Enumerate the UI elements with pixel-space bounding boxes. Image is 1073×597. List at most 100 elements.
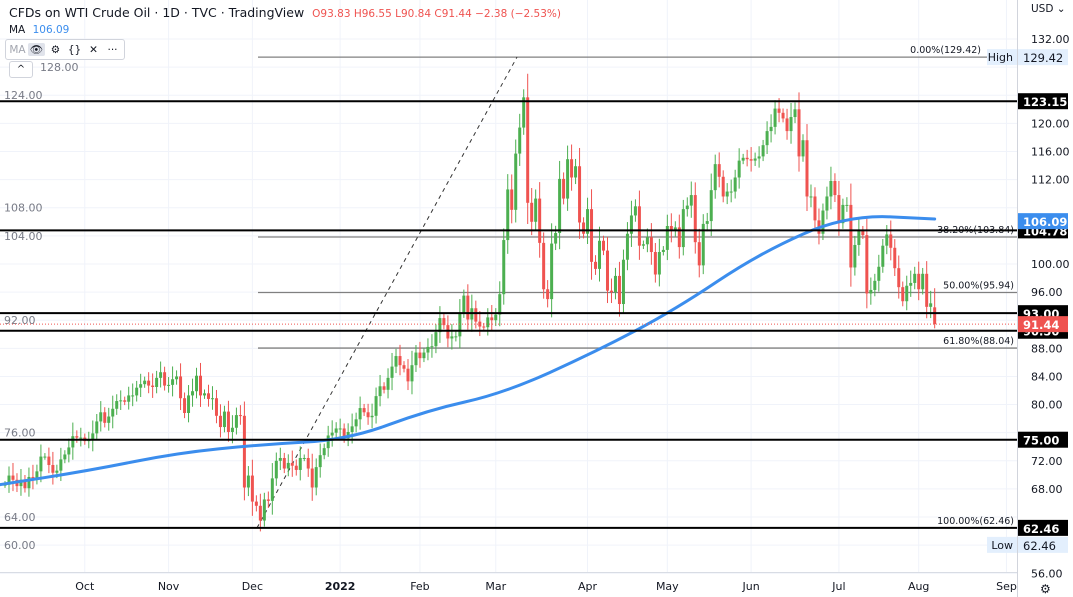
settings-gear-icon[interactable]: ⚙ [1040, 582, 1051, 596]
candle [629, 200, 633, 247]
candle [649, 223, 653, 265]
ma-price-badge-label: 106.09 [1023, 215, 1067, 229]
candle-body [845, 204, 849, 206]
level-price-badge-label: 62.46 [1023, 522, 1059, 536]
candle [131, 383, 135, 407]
candle-body [147, 380, 151, 386]
candle [426, 338, 430, 361]
candle-body [709, 190, 713, 222]
candle [366, 403, 370, 425]
candle-body [27, 476, 31, 489]
candle-body [278, 457, 282, 461]
candle [11, 462, 15, 492]
candle-body [191, 391, 195, 396]
candle [71, 422, 75, 460]
candle-body [242, 415, 246, 488]
currency-selector[interactable]: USD ⌄ [1031, 3, 1066, 15]
candle [374, 387, 378, 424]
candle-body [725, 191, 729, 197]
candle [115, 394, 119, 415]
candle [641, 240, 645, 250]
braces-icon[interactable]: {} [67, 43, 82, 56]
candle-body [230, 427, 234, 432]
candle [570, 144, 574, 191]
candle-body [586, 209, 590, 234]
candle-body [809, 196, 813, 198]
candle-body [163, 372, 167, 386]
candle-body [921, 273, 925, 290]
candle [546, 280, 550, 308]
candle [159, 361, 163, 388]
ma-price-badge [1018, 213, 1068, 230]
candle-body [673, 227, 677, 231]
candle-body [677, 227, 681, 248]
y-tick-label: 128.00 [40, 61, 79, 74]
candle-body [829, 181, 833, 197]
candle-body [609, 290, 613, 293]
candle [490, 305, 494, 332]
candle [925, 261, 929, 319]
candle [338, 418, 342, 438]
candle [869, 277, 873, 305]
candle-body [31, 476, 35, 479]
x-tick-label: Apr [578, 580, 598, 593]
gear-icon[interactable]: ⚙ [50, 43, 61, 56]
candle [789, 102, 793, 144]
candle [689, 181, 693, 218]
candle-body [91, 433, 95, 440]
candle-body [893, 247, 897, 269]
candle-body [39, 456, 43, 472]
candle-body [322, 448, 326, 456]
candle-body [813, 196, 817, 221]
fib-level-label: 100.00%(62.46) [937, 516, 1014, 527]
candle [673, 221, 677, 237]
candle-body [550, 243, 554, 300]
more-icon[interactable]: ··· [107, 43, 118, 56]
candle-body [590, 209, 594, 262]
close-icon[interactable]: ✕ [89, 43, 98, 56]
candle-body [653, 252, 657, 275]
candle [402, 361, 406, 373]
symbol-title[interactable]: CFDs on WTI Crude Oil · 1D · TVC · Tradi… [9, 5, 305, 20]
candle-body [566, 159, 570, 199]
candle [99, 401, 103, 432]
candle-body [234, 415, 238, 428]
candle [637, 190, 641, 260]
eye-crossed-icon[interactable]: 👁 [28, 43, 45, 56]
candle [633, 199, 637, 222]
candle [510, 174, 514, 224]
candle-body [482, 326, 486, 328]
candle [845, 197, 849, 212]
candle-body [446, 325, 450, 339]
candle-body [143, 380, 147, 385]
candle [414, 345, 418, 372]
collapse-legend-button[interactable]: ^ [9, 61, 33, 78]
candle [729, 179, 733, 203]
candle [206, 384, 210, 407]
candle-body [254, 501, 258, 506]
high-price-badge [1018, 49, 1068, 66]
candle [873, 273, 877, 297]
candle-body [378, 386, 382, 397]
candle-body [270, 478, 274, 501]
candle-body [438, 318, 442, 333]
candle [809, 184, 813, 208]
candle [677, 214, 681, 259]
moving-average-line [0, 215, 937, 487]
candle-body [135, 387, 139, 396]
candle-body [310, 468, 314, 488]
candle-body [713, 164, 717, 191]
indicator-legend[interactable]: MA 106.09 [9, 24, 69, 36]
candle [63, 450, 67, 464]
candle [506, 174, 510, 254]
candle-body [374, 396, 378, 416]
candle [330, 420, 334, 447]
candle-body [913, 273, 917, 283]
candle-body [693, 195, 697, 243]
indicator-value: 106.09 [32, 24, 70, 36]
candle [765, 121, 769, 155]
candle [621, 249, 625, 314]
candle [602, 235, 605, 256]
candle-body [123, 400, 127, 402]
